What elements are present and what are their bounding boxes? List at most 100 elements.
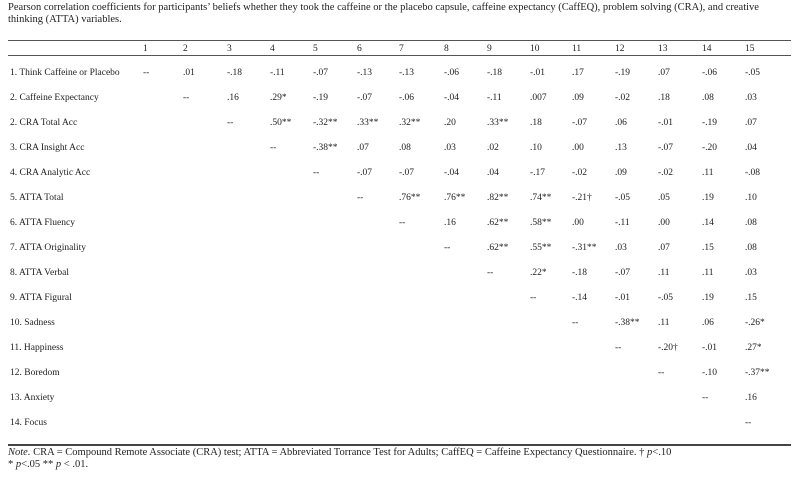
column-header-10: 10	[530, 44, 540, 54]
row-label: 7. ATTA Originality	[10, 243, 87, 253]
table-cell: -.04	[444, 93, 460, 103]
table-cell: .15	[702, 243, 714, 253]
table-cell: --	[615, 343, 622, 353]
table-cell: --	[227, 118, 234, 128]
table-cell: -.14	[572, 293, 588, 303]
row-label: 11. Happiness	[10, 343, 64, 353]
row-label: 13. Anxiety	[10, 393, 55, 403]
table-cell: -.20†	[658, 343, 678, 353]
table-cell: .32**	[399, 118, 421, 128]
table-cell: -.17	[530, 168, 546, 178]
table-cell: .19	[702, 293, 714, 303]
column-header-3: 3	[227, 44, 232, 54]
table-top-rule	[8, 40, 791, 41]
table-cell: -.19	[615, 68, 631, 78]
table-cell: .58**	[530, 218, 552, 228]
table-cell: .01	[183, 68, 195, 78]
table-header-rule	[8, 55, 791, 56]
table-cell: -.01	[702, 343, 718, 353]
table-cell: .05	[658, 193, 670, 203]
table-cell: -.02	[572, 168, 588, 178]
table-cell: -.06	[444, 68, 460, 78]
table-cell: -.11	[270, 68, 285, 78]
table-cell: .08	[745, 218, 757, 228]
table-cell: .82**	[487, 193, 509, 203]
table-cell: -.07	[658, 143, 674, 153]
table-cell: .03	[745, 268, 757, 278]
column-header-8: 8	[444, 44, 449, 54]
note-text: CRA = Compound Remote Associate (CRA) te…	[30, 447, 648, 458]
row-label: 8. ATTA Verbal	[10, 268, 69, 278]
table-cell: .09	[615, 168, 627, 178]
column-header-9: 9	[487, 44, 492, 54]
table-cell: -.02	[615, 93, 631, 103]
table-cell: --	[745, 418, 752, 428]
table-cell: -.26*	[745, 318, 765, 328]
table-cell: .07	[658, 243, 670, 253]
table-cell: .07	[745, 118, 757, 128]
table-cell: -.37**	[745, 368, 770, 378]
table-cell: -.18	[487, 68, 503, 78]
table-cell: -.04	[444, 168, 460, 178]
table-cell: .03	[444, 143, 456, 153]
table-cell: .03	[615, 243, 627, 253]
table-cell: .06	[702, 318, 714, 328]
table-cell: -.01	[658, 118, 674, 128]
column-header-6: 6	[357, 44, 362, 54]
table-cell: .04	[745, 143, 757, 153]
table-cell: .13	[615, 143, 627, 153]
table-cell: -.18	[227, 68, 243, 78]
table-cell: -.38**	[313, 143, 338, 153]
table-cell: .007	[530, 93, 547, 103]
table-cell: .55**	[530, 243, 552, 253]
table-cell: .16	[227, 93, 239, 103]
table-cell: -.05	[615, 193, 631, 203]
table-cell: .11	[702, 268, 714, 278]
table-cell: -.07	[399, 168, 415, 178]
table-cell: -.07	[357, 93, 373, 103]
table-cell: .07	[658, 68, 670, 78]
table-cell: .62**	[487, 243, 509, 253]
table-cell: .18	[530, 118, 542, 128]
table-cell: -.19	[313, 93, 329, 103]
table-cell: .11	[658, 318, 670, 328]
table-cell: --	[399, 218, 406, 228]
table-cell: -.05	[745, 68, 761, 78]
table-bottom-rule	[8, 444, 791, 446]
table-caption: Pearson correlation coefficients for par…	[8, 2, 759, 25]
row-label: 1. Think Caffeine or Placebo	[10, 68, 120, 78]
table-cell: .18	[658, 93, 670, 103]
table-cell: -.07	[615, 268, 631, 278]
table-cell: -.13	[399, 68, 415, 78]
table-cell: -.18	[572, 268, 588, 278]
table-cell: .22*	[530, 268, 547, 278]
row-label: 14. Focus	[10, 418, 47, 428]
table-cell: -.05	[658, 293, 674, 303]
row-label: 2. CRA Total Acc	[10, 118, 78, 128]
table-cell: .00	[572, 218, 584, 228]
table-cell: --	[183, 93, 190, 103]
table-cell: .33**	[487, 118, 509, 128]
row-label: 12. Boredom	[10, 368, 60, 378]
table-cell: -.38**	[615, 318, 640, 328]
table-cell: .19	[702, 193, 714, 203]
table-cell: -.07	[357, 168, 373, 178]
table-cell: .76**	[399, 193, 421, 203]
table-cell: -.02	[658, 168, 674, 178]
column-header-13: 13	[658, 44, 668, 54]
row-label: 9. ATTA Figural	[10, 293, 72, 303]
table-cell: -.31**	[572, 243, 597, 253]
column-header-1: 1	[143, 44, 148, 54]
table-cell: -.11	[487, 93, 502, 103]
table-cell: .76**	[444, 193, 466, 203]
table-cell: .11	[658, 268, 670, 278]
column-header-7: 7	[399, 44, 404, 54]
table-cell: .00	[572, 143, 584, 153]
table-cell: --	[658, 368, 665, 378]
table-cell: .20	[444, 118, 456, 128]
table-cell: .10	[745, 193, 757, 203]
table-cell: .17	[572, 68, 584, 78]
table-cell: -.10	[702, 368, 718, 378]
table-cell: .14	[702, 218, 714, 228]
table-cell: .16	[444, 218, 456, 228]
